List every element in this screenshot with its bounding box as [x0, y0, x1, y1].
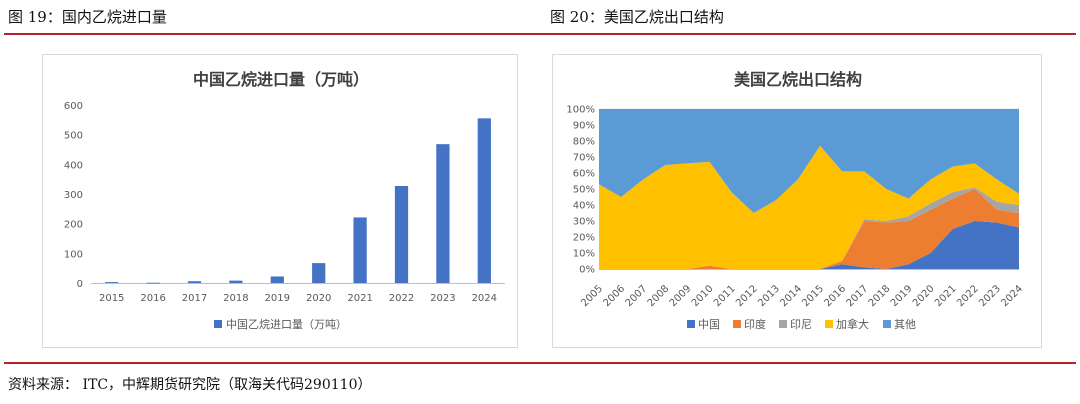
x-tick-label: 2009 — [668, 283, 694, 309]
y-tick-label: 100 — [64, 249, 83, 260]
legend-swatch — [214, 320, 222, 328]
y-tick-label: 200 — [64, 220, 83, 231]
legend-label: 中国 — [698, 318, 720, 331]
y-tick-label: 10% — [573, 249, 595, 260]
y-tick-label: 300 — [64, 190, 83, 201]
y-tick-label: 90% — [573, 121, 595, 132]
us-export-chart-panel: 美国乙烷出口结构 0% 10% 20% 30% 40% 50% 60% 70% 80% 90% 100… — [552, 54, 1042, 348]
x-tick-label: 2020 — [306, 293, 331, 304]
x-tick-label: 2023 — [430, 293, 455, 304]
source-note: 资料来源： ITC，中辉期货研究院（取海关代码290110） — [8, 377, 372, 393]
chart-title: 美国乙烷出口结构 — [734, 70, 862, 89]
y-tick-label: 60% — [573, 169, 595, 180]
y-tick-label: 40% — [573, 201, 595, 212]
bar — [312, 263, 326, 283]
chart-title: 中国乙烷进口量（万吨） — [193, 70, 369, 89]
legend: 中国乙烷进口量（万吨） — [214, 317, 347, 331]
bar — [394, 185, 409, 283]
legend-swatch — [779, 320, 787, 328]
y-tick-label: 20% — [573, 233, 595, 244]
x-tick-label: 2022 — [955, 283, 981, 309]
x-tick-label: 2022 — [389, 293, 414, 304]
bar — [229, 280, 243, 283]
x-tick-label: 2024 — [472, 293, 497, 304]
x-tick-label: 2014 — [778, 283, 804, 309]
x-tick-label: 2017 — [845, 283, 871, 309]
x-tick-label: 2019 — [265, 293, 290, 304]
bar — [477, 118, 491, 283]
legend-swatch — [687, 320, 695, 328]
x-tick-label: 2021 — [933, 283, 959, 309]
area-series-5 — [599, 109, 1019, 213]
x-tick-label: 2019 — [889, 283, 915, 309]
x-tick-label: 2008 — [646, 283, 672, 309]
bar — [146, 282, 160, 284]
china-import-bar-chart: 中国乙烷进口量（万吨） 0 100 200 300 400 500 600 2015 2016 20… — [64, 70, 505, 331]
y-tick-label: 0 — [77, 279, 83, 290]
y-tick-label: 100% — [566, 105, 595, 116]
y-tick-label: 30% — [573, 217, 595, 228]
x-tick-label: 2023 — [977, 283, 1003, 309]
x-tick-label: 2012 — [734, 283, 760, 309]
y-tick-label: 70% — [573, 153, 595, 164]
bar — [187, 281, 202, 283]
y-tick-label: 600 — [64, 101, 83, 112]
x-tick-label: 2015 — [800, 283, 826, 309]
legend-swatch — [883, 320, 891, 328]
x-tick-label: 2017 — [182, 293, 207, 304]
bar — [353, 217, 367, 283]
x-tick-label: 2024 — [999, 283, 1025, 309]
legend-label: 印度 — [744, 317, 766, 331]
area-series-2 — [599, 189, 1019, 269]
figure-19-label: 图 19：国内乙烷进口量 — [8, 8, 167, 26]
bar — [105, 282, 119, 283]
bottom-divider — [4, 362, 1076, 364]
x-tick-label: 2011 — [712, 283, 738, 309]
x-tick-label: 2020 — [911, 283, 937, 309]
y-tick-label: 400 — [64, 160, 83, 171]
y-tick-label: 80% — [573, 137, 595, 148]
area-series-4 — [599, 145, 1019, 269]
us-export-area-chart: 美国乙烷出口结构 0% 10% 20% 30% 40% 50% 60% 70% 80% 90% 100… — [566, 70, 1025, 331]
x-tick-label: 2006 — [601, 283, 627, 309]
x-tick-label: 2007 — [624, 283, 650, 309]
x-tick-label: 2021 — [347, 293, 372, 304]
china-import-chart-panel: 中国乙烷进口量（万吨） 0 100 200 300 400 500 600 2015 2016 20… — [42, 54, 518, 348]
figure-20-label: 图 20：美国乙烷出口结构 — [550, 8, 724, 26]
legend-label: 其他 — [894, 318, 916, 331]
legend-label: 中国乙烷进口量（万吨） — [226, 317, 347, 331]
area-series-1 — [599, 221, 1019, 269]
y-tick-label: 50% — [573, 185, 595, 196]
bar — [270, 276, 284, 283]
legend-swatch — [733, 320, 741, 328]
x-tick-label: 2005 — [579, 283, 605, 309]
x-tick-label: 2018 — [223, 293, 248, 304]
x-tick-label: 2016 — [823, 283, 849, 309]
legend: 中国 印度 印尼 加拿大 其他 — [687, 317, 916, 331]
top-divider — [4, 33, 1076, 35]
legend-swatch — [825, 320, 833, 328]
bar — [436, 144, 450, 283]
x-tick-label: 2010 — [690, 283, 716, 309]
x-tick-label: 2018 — [867, 283, 893, 309]
x-tick-label: 2016 — [140, 293, 165, 304]
y-tick-label: 0% — [579, 265, 595, 276]
y-tick-label: 500 — [64, 131, 83, 142]
x-tick-label: 2013 — [756, 283, 782, 309]
legend-label: 加拿大 — [836, 317, 869, 331]
legend-label: 印尼 — [790, 318, 812, 331]
x-tick-label: 2015 — [99, 293, 124, 304]
